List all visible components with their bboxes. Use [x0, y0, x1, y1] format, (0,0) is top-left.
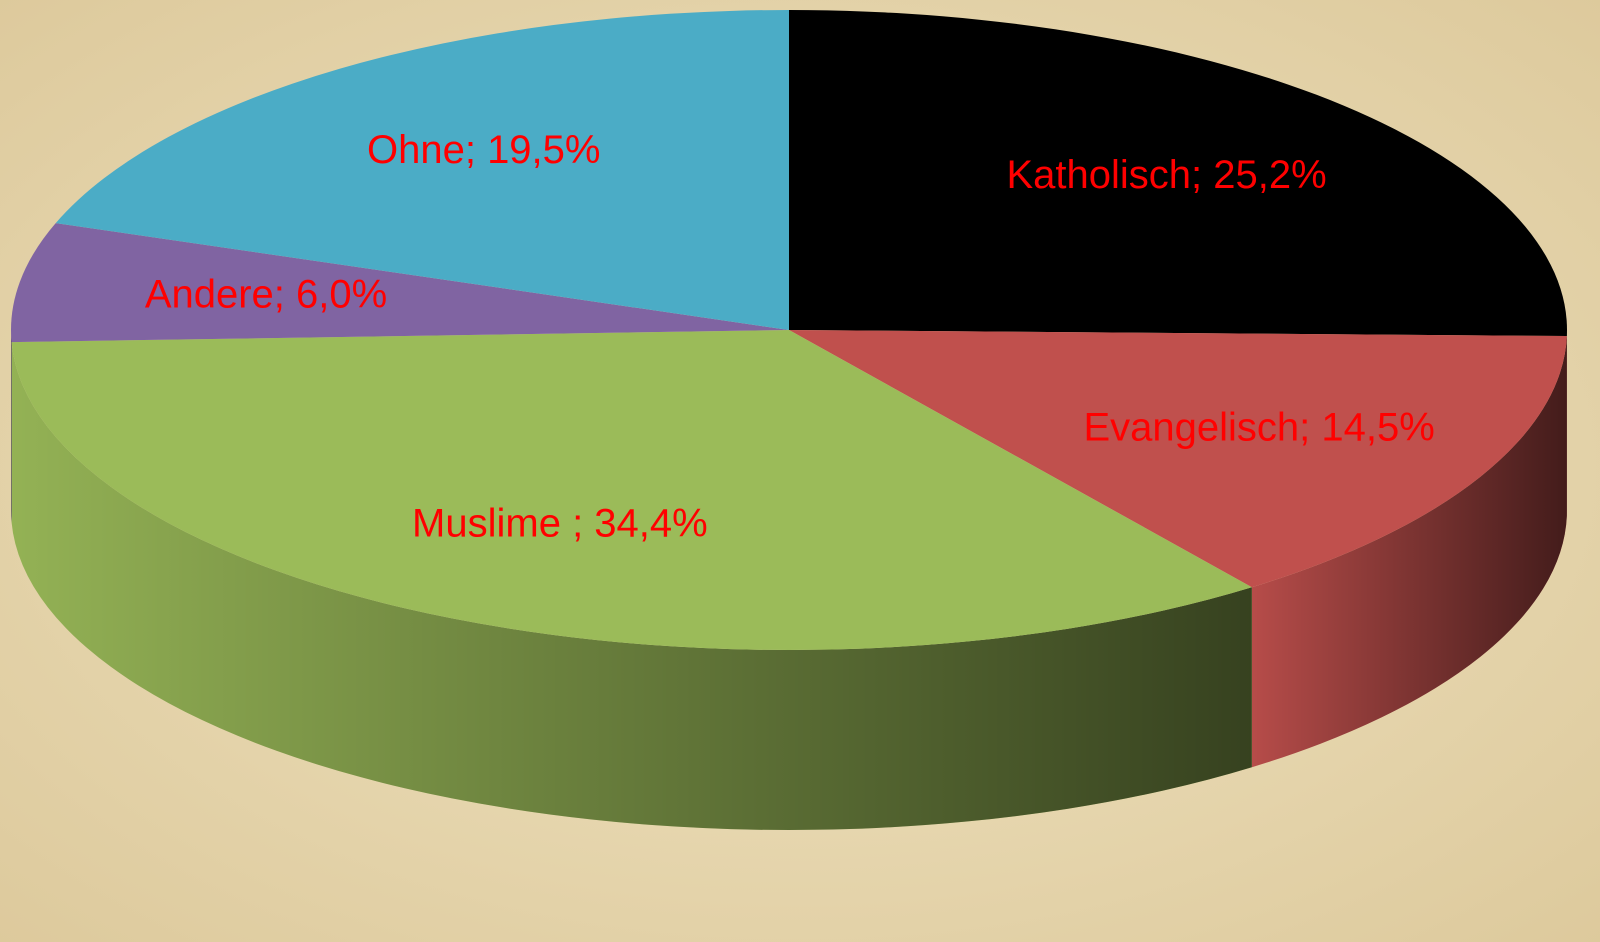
slice [11, 330, 1252, 650]
slice-side-shade [11, 330, 12, 523]
data-label: Andere; 6,0% [145, 273, 387, 317]
slice [55, 10, 790, 330]
slice-side-shade [11, 342, 1252, 830]
data-label: Evangelisch; 14,5% [1083, 405, 1434, 449]
slice [789, 10, 1568, 337]
data-label: Katholisch; 25,2% [1007, 153, 1327, 197]
slice [789, 330, 1567, 588]
data-label: Muslime ; 34,4% [412, 502, 708, 546]
data-label: Ohne; 19,5% [367, 128, 601, 172]
slice-side-shade [1251, 336, 1567, 768]
slice [11, 223, 790, 343]
